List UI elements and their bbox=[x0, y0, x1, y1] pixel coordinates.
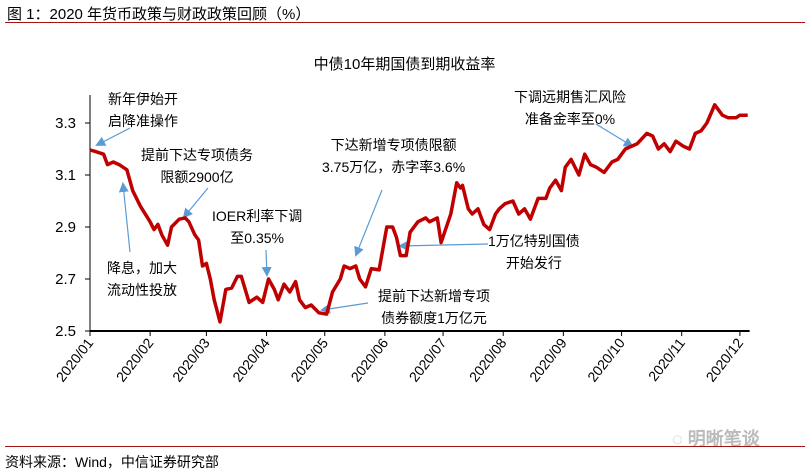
figure-title: 图 1：2020 年货币政策与财政政策回顾（%） bbox=[7, 6, 311, 23]
annotation-line: 至0.35% bbox=[230, 230, 284, 246]
annotation-special-treasury: 1万亿特别国债 开始发行 bbox=[488, 230, 580, 274]
y-tick-label: 3.1 bbox=[55, 167, 76, 184]
annotation-arrow bbox=[261, 249, 272, 277]
x-tick-label: 2020/01 bbox=[53, 335, 97, 385]
x-tick-label: 2020/11 bbox=[645, 335, 688, 384]
annotation-rate-cut: 降息，加大 流动性投放 bbox=[107, 257, 177, 301]
x-tick-label: 2020/06 bbox=[347, 335, 391, 385]
annotation-arrow bbox=[95, 127, 131, 146]
annotation-line: 1万亿特别国债 bbox=[488, 233, 580, 249]
watermark-text: 明晰笔谈 bbox=[687, 429, 760, 449]
series-line-10y-yield bbox=[89, 103, 748, 324]
y-tick-label: 2.7 bbox=[55, 271, 76, 288]
annotation-special-bond-2900: 提前下达专项债务 限额2900亿 bbox=[141, 144, 253, 188]
annotation-line: IOER利率下调 bbox=[212, 208, 303, 224]
annotation-line: 债券额度1万亿元 bbox=[381, 310, 487, 326]
x-tick-label: 2020/07 bbox=[406, 335, 450, 385]
annotation-arrow bbox=[354, 189, 383, 257]
annotation-line: 下达新增专项债限额 bbox=[330, 137, 457, 153]
annotation-fx-reserve: 下调远期售汇风险 准备金率至0% bbox=[514, 86, 626, 130]
x-tick-label: 2020/04 bbox=[229, 335, 273, 385]
annotation-line: 限额2900亿 bbox=[160, 169, 234, 185]
annotation-rrr-cut: 新年伊始开 启降准操作 bbox=[108, 88, 178, 132]
y-tick-label: 3.3 bbox=[55, 115, 76, 132]
annotation-special-bond-quota: 下达新增专项债限额 3.75万亿，赤字率3.6% bbox=[322, 134, 465, 178]
annotation-line: 准备金率至0% bbox=[524, 111, 616, 127]
x-tick-label: 2020/08 bbox=[466, 335, 510, 385]
top-rule bbox=[5, 22, 805, 23]
annotation-line: 3.75万亿，赤字率3.6% bbox=[322, 159, 466, 175]
x-tick-label: 2020/09 bbox=[526, 335, 570, 385]
y-tick-label: 2.5 bbox=[55, 323, 76, 340]
annotation-line: 提前下达专项债务 bbox=[141, 147, 253, 163]
wechat-icon: ◌ bbox=[672, 429, 688, 449]
annotation-ioer: IOER利率下调 至0.35% bbox=[212, 205, 302, 249]
annotation-line: 流动性投放 bbox=[107, 282, 177, 298]
x-tick-label: 2020/10 bbox=[584, 335, 628, 385]
annotation-arrow bbox=[595, 123, 634, 148]
annotation-line: 新年伊始开 bbox=[108, 91, 178, 107]
source-note: 资料来源：Wind，中信证券研究部 bbox=[5, 454, 219, 470]
annotation-line: 下调远期售汇风险 bbox=[514, 89, 626, 105]
annotation-arrow bbox=[398, 240, 489, 251]
bottom-rule bbox=[5, 446, 805, 447]
chart-title: 中债10年期国债到期收益率 bbox=[313, 56, 496, 73]
annotation-arrow bbox=[182, 187, 209, 219]
x-tick-label: 2020/05 bbox=[287, 335, 331, 385]
annotation-line: 降息，加大 bbox=[107, 260, 177, 276]
x-tick-label: 2020/03 bbox=[169, 335, 213, 385]
x-tick-label: 2020/02 bbox=[113, 335, 157, 385]
x-tick-label: 2020/12 bbox=[702, 335, 746, 385]
watermark-logo: ◌ 明晰笔谈 bbox=[672, 425, 760, 451]
annotation-line: 启降准操作 bbox=[108, 113, 178, 129]
annotation-line: 提前下达新增专项 bbox=[378, 288, 490, 304]
annotation-arrow bbox=[118, 182, 131, 253]
annotation-special-bond-1trn: 提前下达新增专项 债券额度1万亿元 bbox=[378, 285, 490, 329]
y-tick-label: 2.9 bbox=[55, 219, 76, 236]
annotation-line: 开始发行 bbox=[505, 255, 562, 271]
